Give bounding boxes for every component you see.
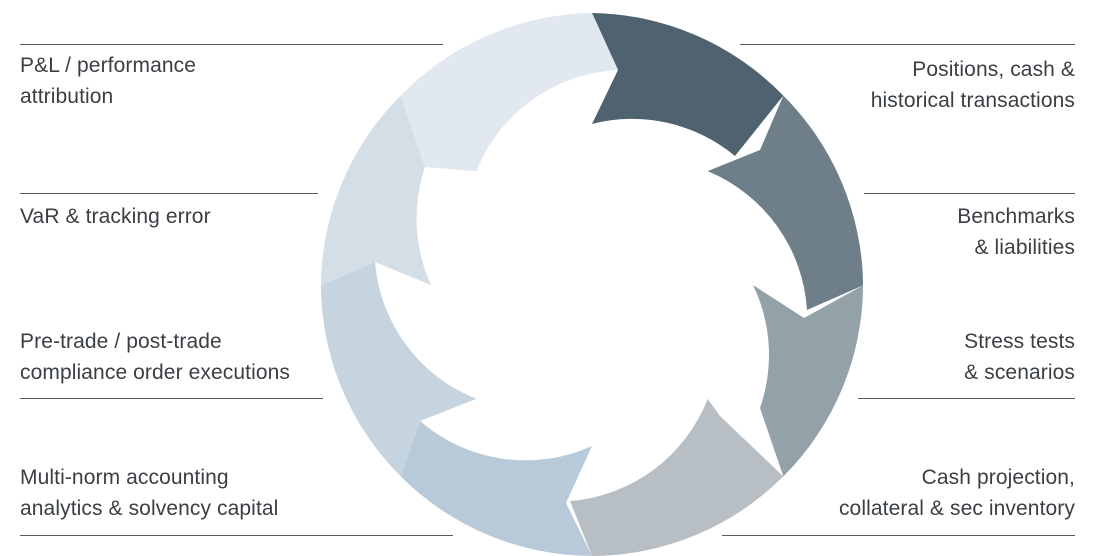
ring-segment-accounting (400, 421, 592, 556)
rule-stress (858, 398, 1075, 399)
label-benchmarks: Benchmarks & liabilities (957, 205, 1075, 259)
label-accounting: Multi-norm accounting analytics & solven… (20, 466, 279, 520)
ring-segment-cash (570, 398, 784, 556)
rule-positions (740, 44, 1075, 45)
rule-compliance (20, 398, 323, 399)
label-cash: Cash projection, collateral & sec invent… (838, 466, 1075, 520)
ring-segment-benchmarks (707, 95, 864, 310)
ring-segment-compliance (320, 262, 477, 477)
rule-pnl (20, 44, 443, 45)
ring-segment-positions (592, 13, 784, 156)
ring-segment-pnl (400, 13, 618, 172)
label-pnl: P&L / performance attribution (20, 54, 197, 108)
rule-var (20, 193, 318, 194)
label-var: VaR & tracking error (20, 205, 211, 228)
label-positions: Positions, cash & historical transaction… (870, 58, 1075, 112)
label-stress: Stress tests & scenarios (964, 330, 1075, 384)
rule-cash (722, 535, 1075, 536)
rule-accounting (20, 535, 453, 536)
rule-benchmarks (864, 193, 1075, 194)
label-compliance: Pre-trade / post-trade compliance order … (20, 330, 291, 384)
ring-segment-stress (753, 285, 864, 477)
ring-segment-var (320, 95, 431, 286)
